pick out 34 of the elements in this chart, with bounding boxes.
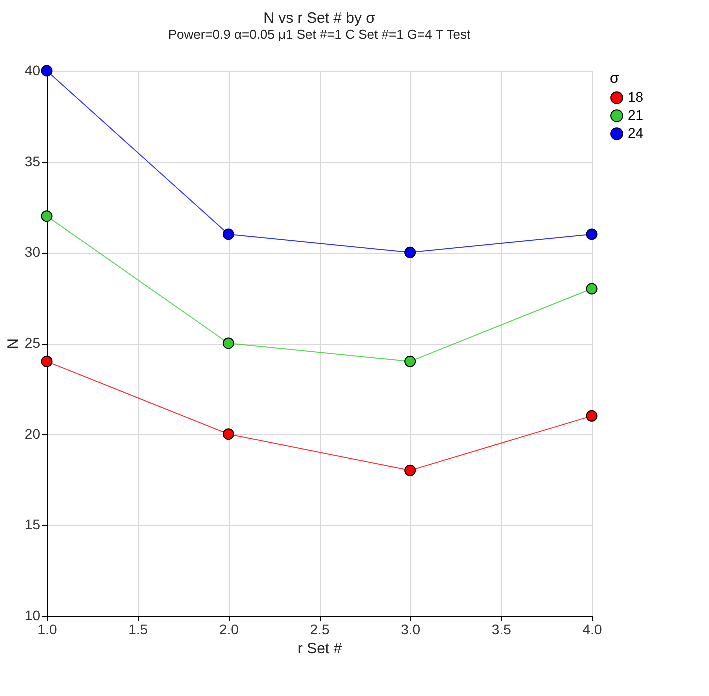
point <box>222 228 234 240</box>
legend-label: 24 <box>628 125 644 141</box>
point <box>41 65 53 77</box>
legend-title: σ <box>610 70 620 87</box>
point <box>586 228 598 240</box>
x-tick-label: 2.0 <box>219 622 240 638</box>
point <box>404 246 416 258</box>
point <box>586 283 598 295</box>
y-tick-label: 10 <box>24 608 41 624</box>
x-tick-label: 2.5 <box>310 622 330 638</box>
legend-label: 21 <box>628 107 644 123</box>
y-tick-label: 20 <box>24 426 41 442</box>
y-axis-title: N <box>4 338 22 350</box>
legend-label: 18 <box>628 89 644 105</box>
chart-title: N vs r Set # by σ <box>264 10 376 27</box>
x-tick-label: 4.0 <box>582 622 602 638</box>
y-tick-label: 25 <box>24 335 41 351</box>
x-tick-label: 1.0 <box>38 622 58 638</box>
point <box>222 338 234 350</box>
point <box>586 410 598 422</box>
chart-subtitle: Power=0.9 α=0.05 μ1 Set #=1 C Set #=1 G=4 T Test <box>168 26 472 42</box>
y-tick-label: 15 <box>24 516 41 533</box>
y-tick-label: 35 <box>24 153 41 170</box>
point <box>41 210 53 222</box>
point <box>404 356 416 368</box>
x-tick-label: 3.0 <box>401 622 421 638</box>
y-tick-label: 30 <box>24 244 41 260</box>
point <box>404 464 416 476</box>
point <box>41 356 53 368</box>
x-tick-label: 1.5 <box>128 622 148 638</box>
x-axis-title: r Set # <box>298 640 343 658</box>
y-tick-label: 40 <box>24 62 41 78</box>
x-tick-label: 3.5 <box>492 622 512 638</box>
point <box>222 428 234 440</box>
